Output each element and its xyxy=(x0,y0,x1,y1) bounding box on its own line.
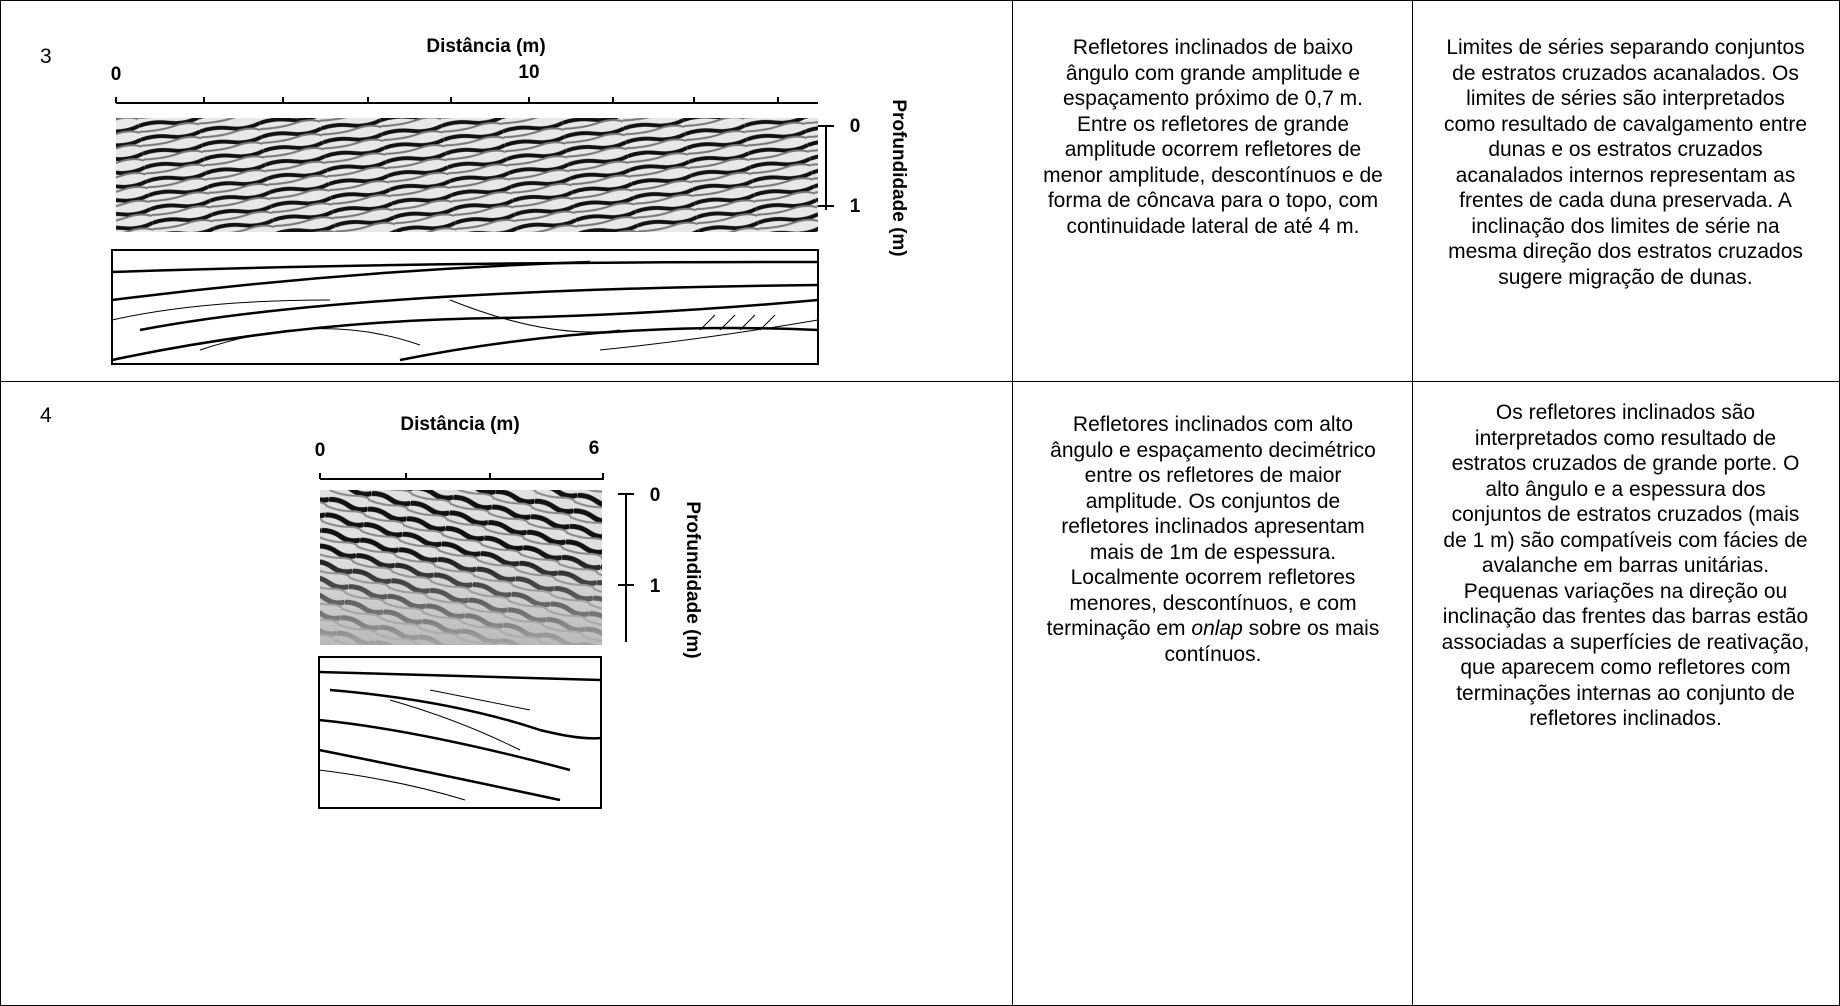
y-label: Profundidade (m) xyxy=(888,99,909,256)
figure: Distância (m) 0 6 0 1 Profundidade (m) xyxy=(315,414,703,808)
interpretation: Limites de séries separando conjuntos de… xyxy=(1423,35,1828,290)
interpretation: Os refletores inclinados são interpretad… xyxy=(1423,400,1828,732)
row-number: 4 xyxy=(40,404,52,428)
x-tick-label: 0 xyxy=(315,440,326,461)
text: Refletores inclinados de baixo ângulo co… xyxy=(1043,36,1383,238)
row-number: 3 xyxy=(40,45,52,69)
text: Refletores inclinados com alto ângulo e … xyxy=(1047,413,1376,640)
x-tick-label: 0 xyxy=(111,64,122,85)
y-tick-label: 1 xyxy=(650,576,661,597)
x-label: Distância (m) xyxy=(426,36,545,57)
x-tick-label: 6 xyxy=(589,438,600,459)
description: Refletores inclinados com alto ângulo e … xyxy=(1023,412,1403,667)
y-tick-label: 1 xyxy=(850,196,861,217)
figure: Distância (m) 0 10 0 1 Profundidade (m) xyxy=(111,36,909,364)
y-label: Profundidade (m) xyxy=(682,501,703,658)
y-tick-label: 0 xyxy=(650,485,661,506)
page: Distância (m) 0 10 0 1 Profundidade (m) … xyxy=(0,0,1840,1006)
italic-term: onlap xyxy=(1191,617,1242,640)
x-label: Distância (m) xyxy=(400,414,519,435)
description: Refletores inclinados de baixo ângulo co… xyxy=(1023,35,1403,239)
y-tick-label: 0 xyxy=(850,116,861,137)
x-tick-label: 10 xyxy=(518,62,539,83)
